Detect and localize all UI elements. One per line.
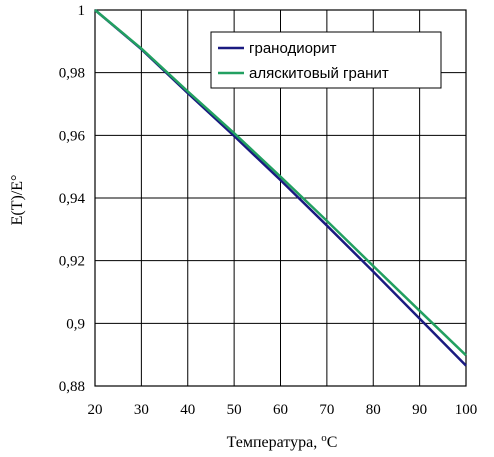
x-axis-ticks: 20 30 40 50 60 70 80 90 100 bbox=[88, 402, 478, 418]
y-axis-label: E(T)/E° bbox=[9, 175, 26, 226]
x-tick-label: 80 bbox=[366, 402, 381, 418]
y-tick-label: 0,88 bbox=[59, 379, 85, 395]
y-tick-label: 1 bbox=[78, 3, 86, 19]
legend-label-granodiorite: гранодиорит bbox=[249, 40, 337, 57]
x-tick-label: 100 bbox=[455, 402, 478, 418]
series-layer bbox=[94, 9, 467, 367]
y-tick-label: 0,92 bbox=[59, 254, 85, 270]
legend-label-alaskite-granite: аляскитовый гранит bbox=[249, 65, 389, 82]
y-tick-label: 0,96 bbox=[59, 128, 86, 144]
x-tick-label: 20 bbox=[88, 402, 103, 418]
series-line-alaskite-granite bbox=[94, 9, 467, 357]
y-tick-label: 0,98 bbox=[59, 66, 85, 82]
legend-box bbox=[210, 31, 442, 89]
x-tick-label: 60 bbox=[273, 402, 288, 418]
x-tick-label: 50 bbox=[227, 402, 242, 418]
legend: гранодиорит аляскитовый гранит bbox=[210, 31, 442, 89]
y-tick-label: 0,9 bbox=[66, 316, 85, 332]
plot-frame bbox=[94, 9, 467, 387]
x-axis-label: Температура, oC bbox=[227, 432, 338, 451]
x-tick-label: 70 bbox=[319, 402, 334, 418]
y-tick-label: 0,94 bbox=[59, 191, 86, 207]
x-tick-label: 40 bbox=[180, 402, 195, 418]
y-axis-ticks: 0,88 0,9 0,92 0,94 0,96 0,98 1 bbox=[59, 3, 86, 395]
x-tick-label: 90 bbox=[412, 402, 427, 418]
x-tick-label: 30 bbox=[134, 402, 149, 418]
